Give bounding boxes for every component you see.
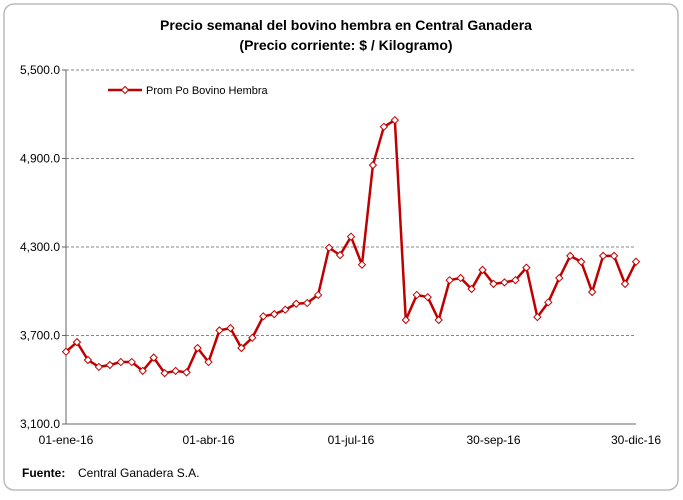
chart-subtitle: (Precio corriente: $ / Kilogramo): [239, 37, 452, 53]
y-tick-label: 4,900.0: [20, 152, 60, 166]
point-marker: [533, 312, 542, 322]
legend-marker: [120, 85, 130, 95]
point-marker: [587, 287, 597, 297]
point-marker: [489, 279, 498, 289]
point-marker: [335, 250, 345, 260]
x-tick-label: 01-ene-16: [39, 433, 94, 447]
point-marker: [226, 323, 235, 333]
point-marker: [324, 243, 334, 252]
point-marker: [160, 368, 169, 378]
x-tick-label: 30-dic-16: [611, 433, 661, 447]
point-marker: [434, 315, 443, 325]
point-marker: [281, 305, 290, 314]
point-marker: [522, 263, 531, 272]
point-marker: [105, 360, 115, 370]
point-marker: [544, 298, 553, 307]
point-marker: [357, 260, 367, 269]
point-marker: [116, 357, 126, 367]
point-marker: [83, 355, 93, 365]
point-marker: [346, 232, 356, 241]
point-marker: [390, 115, 400, 125]
point-marker: [467, 284, 476, 294]
point-marker: [204, 357, 213, 367]
point-marker: [500, 278, 509, 287]
x-tick-label: 30-sep-16: [466, 433, 520, 447]
point-marker: [456, 273, 465, 283]
point-marker: [379, 122, 389, 131]
point-marker: [423, 292, 432, 302]
point-marker: [127, 357, 136, 367]
legend-label: Prom Po Bovino Hembra: [146, 85, 269, 97]
point-marker: [215, 326, 224, 335]
point-marker: [555, 273, 564, 283]
point-marker: [138, 366, 147, 376]
point-marker: [94, 362, 104, 372]
point-marker: [171, 366, 180, 376]
point-marker: [72, 337, 82, 347]
y-tick-label: 5,500.0: [20, 63, 60, 77]
point-marker: [193, 343, 202, 353]
point-marker: [149, 353, 158, 362]
point-marker: [511, 275, 520, 285]
source-label: Fuente:: [22, 466, 65, 480]
point-marker: [620, 279, 630, 289]
point-marker: [478, 265, 487, 275]
point-marker: [259, 312, 268, 321]
point-marker: [61, 347, 71, 356]
x-tick-label: 01-abr-16: [182, 433, 234, 447]
point-marker: [291, 299, 301, 308]
chart-title: Precio semanal del bovino hembra en Cent…: [160, 17, 532, 33]
x-tick-label: 01-jul-16: [328, 433, 375, 447]
point-marker: [270, 309, 279, 319]
point-marker: [576, 257, 586, 266]
source-text: Central Ganadera S.A.: [78, 466, 199, 480]
point-marker: [248, 333, 257, 342]
point-marker: [313, 290, 323, 300]
point-marker: [631, 257, 641, 266]
point-marker: [412, 290, 421, 300]
y-tick-label: 3,100.0: [20, 417, 60, 431]
point-marker: [182, 368, 191, 377]
y-tick-label: 3,700.0: [20, 329, 60, 343]
point-marker: [368, 160, 378, 170]
point-marker: [237, 343, 246, 353]
point-marker: [445, 275, 454, 285]
point-marker: [598, 251, 608, 261]
point-marker: [401, 315, 411, 325]
point-marker: [609, 251, 619, 261]
point-marker: [302, 298, 312, 308]
point-marker: [566, 251, 575, 261]
y-tick-label: 4,300.0: [20, 240, 60, 254]
